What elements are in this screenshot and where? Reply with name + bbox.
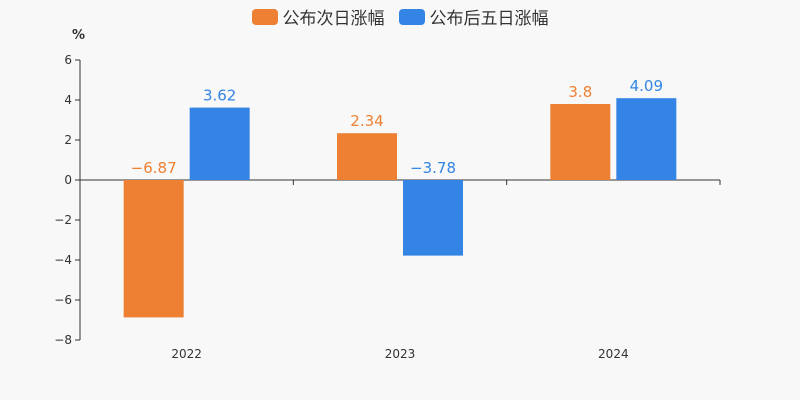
data-label-2023-series-0: 2.34 <box>350 112 383 130</box>
legend-item-five-day[interactable]: 公布后五日涨幅 <box>398 4 549 29</box>
data-label-2024-series-0: 3.8 <box>568 83 592 101</box>
bar-2023-series-0 <box>337 133 397 180</box>
bar-2024-series-0 <box>550 104 611 180</box>
bar-2024-series-1 <box>616 98 677 180</box>
x-tick-label-2024: 2024 <box>598 347 629 361</box>
x-tick-label-2023: 2023 <box>385 347 416 361</box>
y-tick-label-3: 0 <box>64 173 72 187</box>
legend-label-next-day: 公布次日涨幅 <box>282 9 385 29</box>
data-label-2023-series-1: −3.78 <box>410 159 456 177</box>
y-axis-unit: % <box>72 28 86 43</box>
bar-2023-series-1 <box>403 180 463 256</box>
y-tick-label-0: 6 <box>64 53 72 67</box>
legend-swatch-five-day <box>398 8 425 25</box>
legend-label-five-day: 公布后五日涨幅 <box>429 9 549 29</box>
x-tick-label-2022: 2022 <box>171 347 202 361</box>
y-tick-label-6: −6 <box>54 293 72 307</box>
data-label-2022-series-0: −6.87 <box>131 159 177 177</box>
y-tick-label-7: −8 <box>54 333 72 347</box>
y-tick-label-5: −4 <box>54 253 72 267</box>
bar-2022-series-1 <box>189 107 250 180</box>
data-label-2022-series-1: 3.62 <box>203 87 236 105</box>
y-tick-label-1: 4 <box>64 93 72 107</box>
bar-2022-series-0 <box>123 180 184 318</box>
y-tick-label-2: 2 <box>64 133 72 147</box>
legend-item-next-day[interactable]: 公布次日涨幅 <box>251 4 385 29</box>
data-label-2024-series-1: 4.09 <box>630 77 663 95</box>
legend-swatch-next-day <box>251 8 278 25</box>
y-tick-label-4: −2 <box>54 213 72 227</box>
legend: 公布次日涨幅 公布后五日涨幅 <box>0 4 800 29</box>
